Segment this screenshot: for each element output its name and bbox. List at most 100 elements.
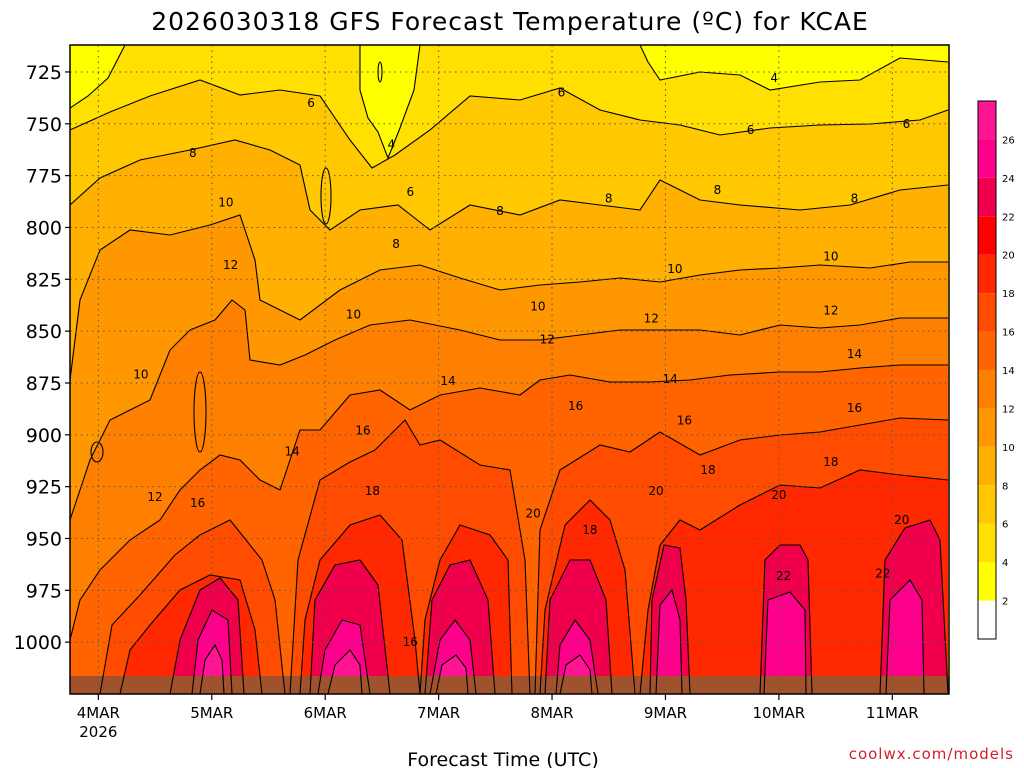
contour-label: 14 <box>284 444 299 458</box>
contour-label: 8 <box>189 146 197 160</box>
contour-line <box>70 45 126 109</box>
y-tick-label: 750 <box>26 114 62 136</box>
colorbar-tick-label: 10 <box>1002 443 1015 454</box>
x-tick-label: 7MAR <box>417 704 460 722</box>
contour-line <box>534 417 949 694</box>
contour-line <box>119 574 263 694</box>
contour-label: 8 <box>392 237 400 251</box>
contour-label: 20 <box>894 513 909 527</box>
contour-lines <box>70 45 949 694</box>
contour-label: 8 <box>714 183 722 197</box>
contour-line <box>763 591 807 694</box>
contour-line <box>359 45 421 160</box>
y-tick-label: 825 <box>26 269 62 291</box>
x-tick-label: 8MAR <box>530 704 573 722</box>
colorbar-swatch <box>978 216 996 255</box>
contour-label: 18 <box>365 484 380 498</box>
plot-frame <box>69 44 950 695</box>
contour-label: 16 <box>403 635 418 649</box>
contour-line <box>191 609 233 694</box>
contour-line <box>559 654 593 694</box>
colorbar-tick-label: 22 <box>1002 212 1015 223</box>
colorbar-frame <box>977 100 997 640</box>
band-20-22 <box>170 520 948 694</box>
colorbar-swatch <box>978 408 996 447</box>
colorbar-swatch <box>978 177 996 217</box>
contour-line <box>70 139 949 231</box>
contour-label: 6 <box>558 86 566 100</box>
contour-line <box>320 167 332 225</box>
colorbar-tick-label: 26 <box>1002 135 1015 146</box>
contour-label: 14 <box>847 347 862 361</box>
contour-label: 14 <box>440 374 455 388</box>
contour-line <box>193 371 207 453</box>
contour-label: 10 <box>530 299 545 313</box>
contour-line <box>70 79 949 169</box>
contour-label: 6 <box>307 96 315 110</box>
colorbar-swatch <box>978 523 996 563</box>
x-axis-label: Forecast Time (UTC) <box>407 749 598 768</box>
contour-line <box>289 419 531 694</box>
colorbar-swatch <box>978 485 996 524</box>
contour-label: 16 <box>847 401 862 415</box>
contour-label: 16 <box>355 424 370 438</box>
contour-label: 20 <box>525 507 540 521</box>
contour-line <box>309 559 391 694</box>
contour-label: 6 <box>406 185 414 199</box>
y-tick-label: 875 <box>26 373 62 395</box>
x-tick-label: 11MAR <box>866 704 919 722</box>
y-tick-label: 1000 <box>14 632 62 654</box>
y-tick-label: 775 <box>26 166 62 188</box>
colorbar-swatch <box>978 101 996 140</box>
y-tick-label: 925 <box>26 477 62 499</box>
colorbar-swatch <box>978 600 996 639</box>
colorbar-tick-label: 2 <box>1002 597 1008 608</box>
y-axis: 725 750 775 800 825 850 875 900 925 950 975 1000 <box>14 62 70 654</box>
contour-line <box>429 619 477 694</box>
contour-line <box>555 619 599 694</box>
contour-line <box>70 364 948 641</box>
colorbar-tick-label: 20 <box>1002 251 1015 262</box>
contour-line <box>327 649 363 694</box>
band-2-4 <box>640 45 948 90</box>
contour-label: 10 <box>133 368 148 382</box>
colorbar-tick-label: 12 <box>1002 404 1015 415</box>
x-tick-label: 10MAR <box>753 704 806 722</box>
contour-line <box>639 469 949 694</box>
contour-line <box>435 654 469 694</box>
contour-label: 12 <box>540 332 555 346</box>
contour-line <box>70 214 948 381</box>
grid-lines <box>70 45 949 694</box>
colorbar-swatch <box>978 446 996 486</box>
contour-label: 18 <box>823 455 838 469</box>
contour-label: 8 <box>496 204 504 218</box>
contour-label: 22 <box>875 567 890 581</box>
contour-line <box>539 499 636 694</box>
contour-line <box>879 519 949 694</box>
contour-line <box>99 519 286 694</box>
contour-line <box>199 643 225 694</box>
contour-label: 18 <box>582 523 597 537</box>
x-tick-label: 6MAR <box>304 704 347 722</box>
filled-contours <box>70 45 949 694</box>
colorbar-swatch <box>978 293 996 332</box>
contour-labels: 4 4 6 6 6 6 6 8 8 8 8 8 8 10 10 10 10 10 10 12 12 12 12 12 14 14 1… <box>133 71 910 649</box>
credit-text: coolwx.com/models <box>849 745 1014 763</box>
contour-line <box>655 588 683 694</box>
band-2-4 <box>360 45 420 158</box>
contour-line <box>649 544 691 694</box>
y-tick-label: 800 <box>26 217 62 239</box>
contour-line <box>419 524 513 694</box>
colorbar-swatch <box>978 139 996 178</box>
contour-label: 6 <box>747 123 755 137</box>
contour-label: 12 <box>823 303 838 317</box>
contour-label: 18 <box>700 463 715 477</box>
contour-line <box>169 577 245 694</box>
contour-label: 22 <box>776 569 791 583</box>
colorbar-swatch <box>978 370 996 409</box>
colorbar-tick-label: 18 <box>1002 289 1015 300</box>
contour-line <box>885 579 925 694</box>
colorbar-tick-label: 24 <box>1002 174 1015 185</box>
